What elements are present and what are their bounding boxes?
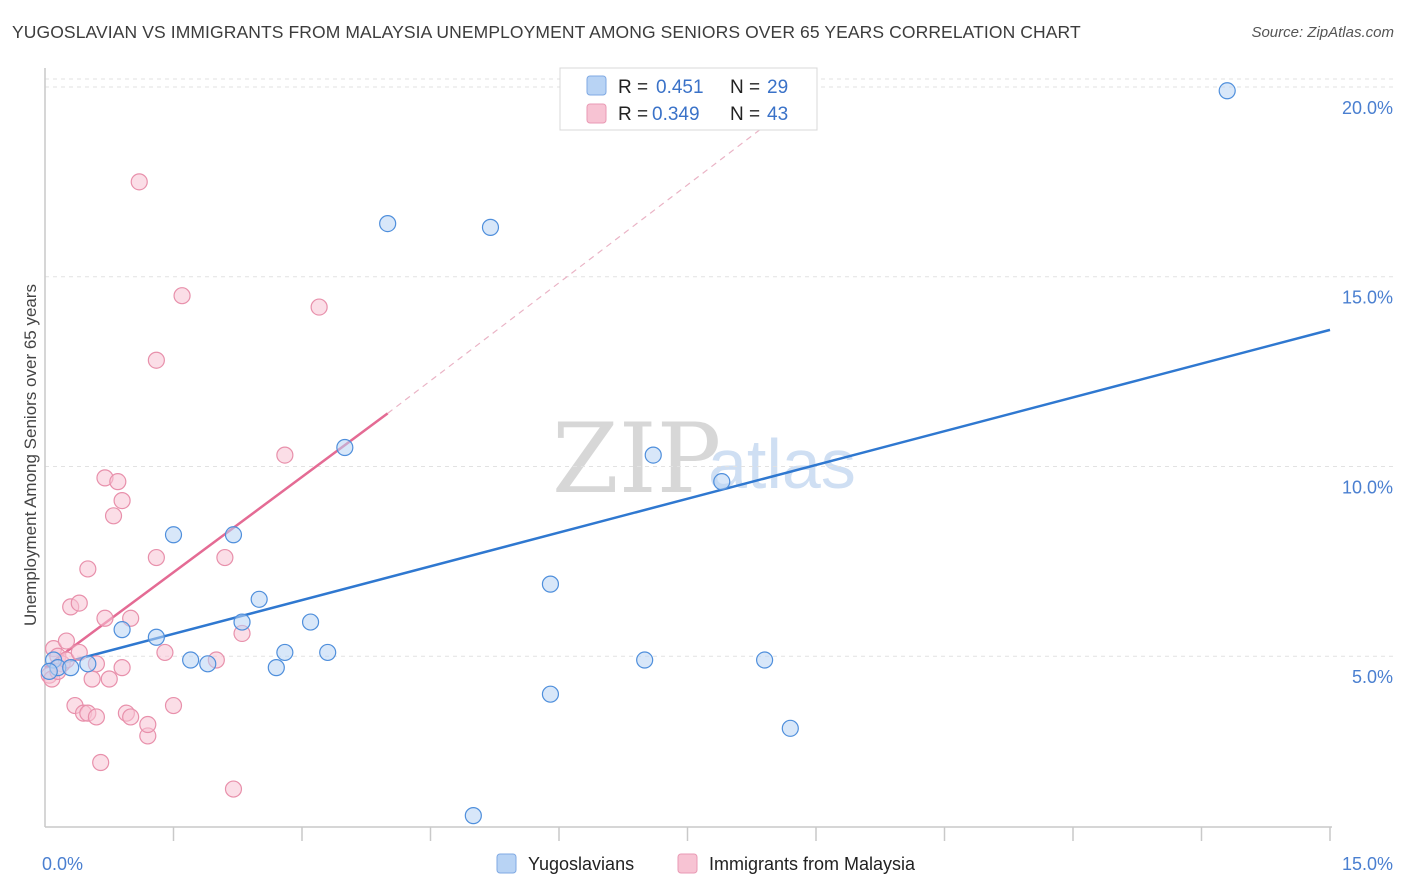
legend-swatch-malaysia — [586, 103, 607, 124]
trend-lines — [44, 86, 1331, 669]
y-tick-label-0: 5.0% — [1352, 667, 1393, 687]
point-malaysia-37 — [310, 298, 328, 316]
y-tick-label-3: 20.0% — [1342, 98, 1393, 118]
point-malaysia-24 — [130, 173, 148, 191]
point-yugoslavians-26 — [781, 719, 799, 737]
point-malaysia-4 — [57, 632, 76, 650]
trend-line-malaysia — [44, 412, 389, 669]
point-malaysia-22 — [122, 708, 140, 726]
point-yugoslavians-19 — [481, 218, 500, 236]
point-yugoslavians-25 — [755, 651, 774, 669]
y-tick-label-1: 10.0% — [1342, 477, 1393, 497]
source-label: Source: ZipAtlas.com — [1251, 24, 1394, 41]
bottom-legend-label-malaysia: Immigrants from Malaysia — [709, 854, 916, 874]
point-malaysia-29 — [156, 643, 174, 662]
point-malaysia-20 — [113, 492, 131, 510]
point-malaysia-34 — [224, 780, 243, 798]
point-malaysia-30 — [164, 696, 183, 715]
point-malaysia-11 — [83, 670, 101, 688]
point-yugoslavians-21 — [541, 685, 560, 703]
point-yugoslavians-10 — [233, 613, 251, 631]
point-malaysia-23 — [122, 609, 140, 627]
point-yugoslavians-6 — [164, 526, 183, 544]
legend-swatch-yugoslavians — [586, 75, 607, 96]
point-malaysia-19 — [113, 659, 131, 677]
stats-legend: R = 0.451 N = 29 R = 0.349 N = 43 — [559, 67, 818, 131]
x-axis-ticks — [172, 827, 1331, 841]
y-axis-tick-labels: 5.0% 10.0% 15.0% 20.0% — [1342, 98, 1393, 687]
legend-n-value-2: 43 — [767, 104, 788, 125]
point-malaysia-17 — [104, 507, 123, 525]
gridlines — [45, 78, 1395, 657]
trend-line-yugoslavians — [44, 328, 1331, 669]
watermark-zip: ZIP — [552, 403, 721, 515]
series-malaysia-points — [40, 173, 328, 798]
point-malaysia-16 — [100, 670, 118, 688]
point-yugoslavians-16 — [336, 438, 354, 457]
point-yugoslavians-4 — [113, 621, 131, 639]
point-yugoslavians-28 — [40, 662, 58, 681]
point-yugoslavians-11 — [250, 590, 268, 608]
point-malaysia-7 — [70, 594, 88, 612]
point-malaysia-26 — [139, 715, 157, 734]
point-malaysia-18 — [109, 473, 127, 491]
bottom-legend-swatch-yugoslavians — [496, 853, 517, 874]
point-yugoslavians-17 — [379, 214, 397, 233]
point-yugoslavians-2 — [62, 659, 80, 677]
point-yugoslavians-27 — [1218, 82, 1236, 100]
x-tick-label-1: 15.0% — [1342, 854, 1393, 874]
point-yugoslavians-8 — [199, 655, 217, 673]
point-malaysia-13 — [92, 753, 110, 772]
legend-r-label-1: R = — [618, 77, 648, 98]
point-yugoslavians-13 — [276, 643, 294, 662]
point-yugoslavians-9 — [224, 526, 243, 544]
point-malaysia-12 — [87, 708, 106, 726]
x-tick-label-0: 0.0% — [42, 854, 83, 874]
point-malaysia-31 — [173, 287, 191, 305]
point-malaysia-14 — [96, 609, 114, 627]
point-yugoslavians-20 — [541, 575, 560, 593]
point-yugoslavians-12 — [267, 659, 285, 677]
point-malaysia-9 — [79, 560, 97, 578]
point-malaysia-33 — [216, 548, 234, 567]
bottom-legend-swatch-malaysia — [677, 853, 698, 874]
point-malaysia-28 — [147, 351, 165, 369]
point-yugoslavians-14 — [301, 613, 320, 631]
point-yugoslavians-15 — [319, 643, 337, 662]
y-axis-label: Unemployment Among Seniors over 65 years — [21, 284, 40, 626]
legend-n-value-1: 29 — [767, 77, 788, 98]
point-yugoslavians-24 — [713, 473, 731, 491]
bottom-legend-label-yugoslavians: Yugoslavians — [528, 854, 634, 874]
point-yugoslavians-23 — [644, 446, 662, 464]
y-tick-label-2: 15.0% — [1342, 288, 1393, 308]
legend-r-label-2: R = — [618, 104, 648, 125]
legend-n-label-2: N = — [730, 104, 760, 125]
chart-title: YUGOSLAVIAN VS IMMIGRANTS FROM MALAYSIA … — [12, 22, 1081, 42]
legend-r-value-1: 0.451 — [656, 77, 704, 98]
trend-extension-malaysia — [387, 86, 817, 414]
legend-r-value-2: 0.349 — [652, 104, 700, 125]
series-yugoslavians-points — [40, 82, 1236, 825]
watermark-atlas: atlas — [708, 425, 856, 503]
series-legend: Yugoslavians Immigrants from Malaysia — [496, 853, 916, 874]
point-malaysia-42 — [70, 643, 88, 662]
point-yugoslavians-18 — [464, 807, 482, 825]
x-axis-tick-labels: 0.0% 15.0% — [42, 854, 1393, 874]
point-malaysia-27 — [147, 548, 165, 567]
point-yugoslavians-7 — [182, 651, 200, 669]
point-yugoslavians-5 — [147, 628, 165, 646]
point-malaysia-36 — [276, 446, 294, 464]
legend-n-label-1: N = — [730, 77, 760, 98]
point-yugoslavians-3 — [79, 655, 97, 673]
point-yugoslavians-22 — [636, 651, 654, 669]
